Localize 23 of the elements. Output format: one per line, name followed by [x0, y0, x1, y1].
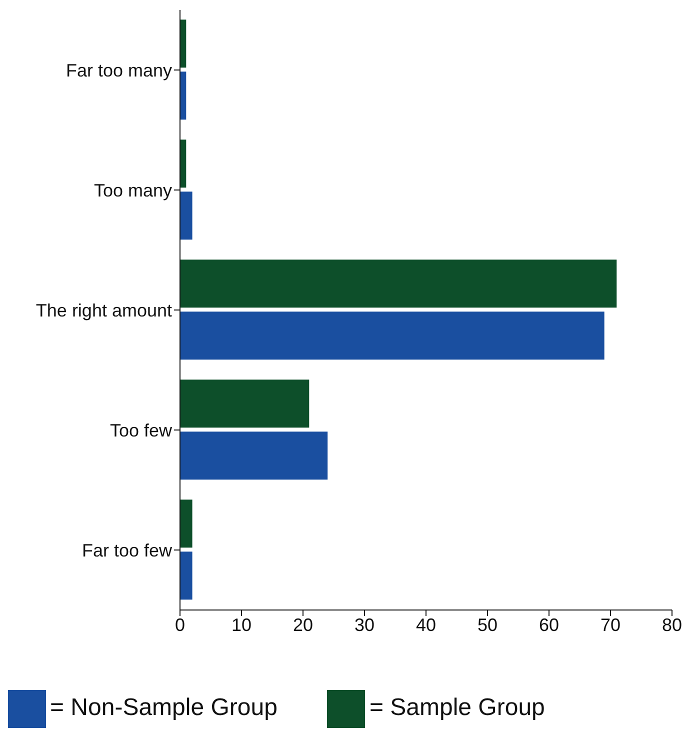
y-tick-label: Far too many: [66, 60, 172, 80]
x-tick-label: 0: [174, 614, 186, 635]
y-tick-label: Too few: [110, 420, 173, 440]
x-tick-label: 70: [600, 614, 621, 635]
bar: [180, 552, 192, 600]
y-tick-label: The right amount: [36, 300, 172, 320]
bar: [180, 500, 192, 548]
x-tick-label: 10: [231, 614, 252, 635]
legend-label: = Sample Group: [369, 694, 545, 722]
x-tick-label: 50: [477, 614, 498, 635]
bar: [180, 432, 328, 480]
y-tick-label: Too many: [94, 180, 172, 200]
x-tick-label: 40: [416, 614, 436, 635]
x-tick-label: 30: [354, 614, 375, 635]
bar: [180, 380, 310, 428]
x-tick-label: 60: [538, 614, 560, 635]
x-tick-label: 80: [662, 614, 682, 635]
y-tick-label: Far too few: [82, 540, 173, 560]
x-tick-label: 20: [292, 614, 314, 635]
bar: [180, 260, 617, 308]
bar: [180, 192, 192, 240]
bar: [180, 312, 604, 360]
legend-label: = Non-Sample Group: [50, 694, 278, 722]
